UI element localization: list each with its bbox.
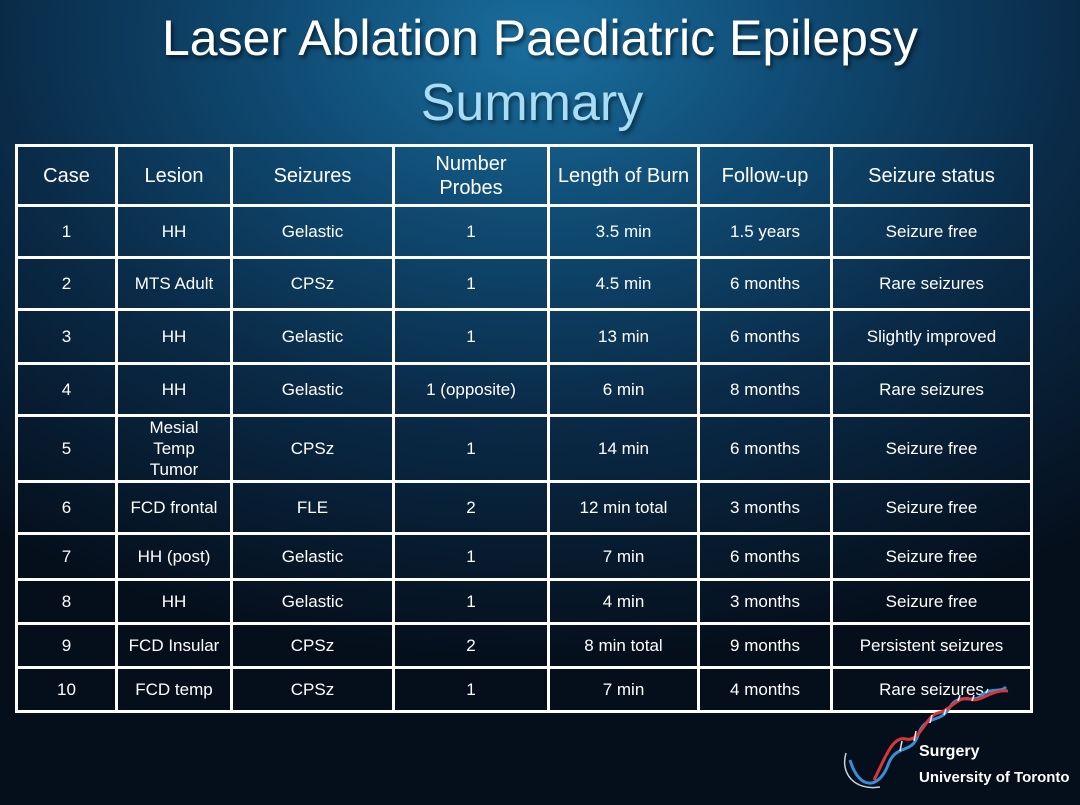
- cell-length-of-burn: 7 min: [547, 532, 700, 581]
- cell-follow-up: 4 months: [697, 666, 833, 713]
- table-row: 10 FCD temp CPSz 1 7 min 4 months Rare seizure…: [15, 666, 1033, 713]
- cell-lesion: HH: [115, 578, 233, 625]
- table-row: 2 MTS Adult CPSz 1 4.5 min 6 months Rare seizu…: [15, 256, 1033, 311]
- cell-case: 6: [15, 480, 118, 535]
- cell-number-probes: 1: [392, 308, 550, 365]
- cell-length-of-burn: 4.5 min: [547, 256, 700, 311]
- header-number-probes: Number Probes: [392, 144, 550, 207]
- cell-lesion: HH: [115, 362, 233, 417]
- cell-case: 9: [15, 622, 118, 669]
- cell-seizure-status: Rare seizures: [830, 666, 1033, 713]
- cell-case: 2: [15, 256, 118, 311]
- cell-seizures: CPSz: [230, 666, 395, 713]
- table-row: 7 HH (post) Gelastic 1 7 min 6 months Seizure …: [15, 532, 1033, 581]
- cell-lesion: HH: [115, 308, 233, 365]
- cell-number-probes: 1: [392, 666, 550, 713]
- slide-title: Laser Ablation Paediatric Epilepsy: [161, 10, 918, 66]
- table-row: 8 HH Gelastic 1 4 min 3 months Seizure free: [15, 578, 1033, 625]
- table-row: 9 FCD Insular CPSz 2 8 min total 9 months Pers…: [15, 622, 1033, 669]
- cell-seizure-status: Rare seizures: [830, 362, 1033, 417]
- header-seizure-status: Seizure status: [830, 144, 1033, 207]
- cell-number-probes: 2: [392, 480, 550, 535]
- cell-case: 3: [15, 308, 118, 365]
- cell-number-probes: 1: [392, 256, 550, 311]
- cell-seizure-status: Persistent seizures: [830, 622, 1033, 669]
- cell-follow-up: 6 months: [697, 414, 833, 483]
- header-lesion: Lesion: [115, 144, 233, 207]
- cell-length-of-burn: 4 min: [547, 578, 700, 625]
- cell-seizure-status: Seizure free: [830, 204, 1033, 259]
- cell-seizures: CPSz: [230, 414, 395, 483]
- cell-case: 1: [15, 204, 118, 259]
- cell-case: 7: [15, 532, 118, 581]
- cell-length-of-burn: 14 min: [547, 414, 700, 483]
- university-logo: Surgery University of Toronto: [840, 665, 1080, 805]
- header-length-of-burn: Length of Burn: [547, 144, 700, 207]
- cell-case: 5: [15, 414, 118, 483]
- slide-subtitle: Summary: [420, 74, 644, 132]
- cell-seizures: CPSz: [230, 622, 395, 669]
- cell-lesion: FCD Insular: [115, 622, 233, 669]
- table-row: 3 HH Gelastic 1 13 min 6 months Slightly impro…: [15, 308, 1033, 365]
- table-row: 1 HH Gelastic 1 3.5 min 1.5 years Seizure free: [15, 204, 1033, 259]
- cell-case: 10: [15, 666, 118, 713]
- cell-case: 8: [15, 578, 118, 625]
- cell-length-of-burn: 13 min: [547, 308, 700, 365]
- cell-seizure-status: Seizure free: [830, 480, 1033, 535]
- table-row: 6 FCD frontal FLE 2 12 min total 3 months Seiz…: [15, 480, 1033, 535]
- cell-length-of-burn: 8 min total: [547, 622, 700, 669]
- dna-helix-icon: [843, 685, 1009, 789]
- cell-number-probes: 2: [392, 622, 550, 669]
- table-row: 4 HH Gelastic 1 (opposite) 6 min 8 months Rare…: [15, 362, 1033, 417]
- cell-follow-up: 9 months: [697, 622, 833, 669]
- summary-table: Case Lesion Seizures Number Probes Lengt…: [15, 144, 1033, 713]
- cell-lesion: FCD temp: [115, 666, 233, 713]
- cell-seizure-status: Seizure free: [830, 578, 1033, 625]
- cell-lesion: HH (post): [115, 532, 233, 581]
- cell-follow-up: 6 months: [697, 308, 833, 365]
- table-row: 5 Mesial Temp Tumor CPSz 1 14 min 6 months Sei…: [15, 414, 1033, 483]
- cell-case: 4: [15, 362, 118, 417]
- cell-lesion: HH: [115, 204, 233, 259]
- cell-lesion: MTS Adult: [115, 256, 233, 311]
- cell-length-of-burn: 6 min: [547, 362, 700, 417]
- cell-seizure-status: Slightly improved: [830, 308, 1033, 365]
- cell-lesion: FCD frontal: [115, 480, 233, 535]
- cell-lesion: Mesial Temp Tumor: [115, 414, 233, 483]
- cell-follow-up: 6 months: [697, 256, 833, 311]
- cell-seizures: Gelastic: [230, 532, 395, 581]
- header-follow-up: Follow-up: [697, 144, 833, 207]
- cell-follow-up: 6 months: [697, 532, 833, 581]
- cell-seizures: Gelastic: [230, 578, 395, 625]
- cell-seizures: Gelastic: [230, 308, 395, 365]
- cell-seizure-status: Rare seizures: [830, 256, 1033, 311]
- cell-number-probes: 1: [392, 414, 550, 483]
- table-header-row: Case Lesion Seizures Number Probes Lengt…: [15, 144, 1033, 207]
- cell-number-probes: 1 (opposite): [392, 362, 550, 417]
- cell-follow-up: 1.5 years: [697, 204, 833, 259]
- cell-number-probes: 1: [392, 532, 550, 581]
- header-case: Case: [15, 144, 118, 207]
- cell-number-probes: 1: [392, 578, 550, 625]
- cell-seizures: Gelastic: [230, 362, 395, 417]
- cell-number-probes: 1: [392, 204, 550, 259]
- cell-seizures: FLE: [230, 480, 395, 535]
- cell-seizure-status: Seizure free: [830, 414, 1033, 483]
- cell-follow-up: 8 months: [697, 362, 833, 417]
- cell-length-of-burn: 7 min: [547, 666, 700, 713]
- header-seizures: Seizures: [230, 144, 395, 207]
- logo-surgery-label: Surgery: [919, 743, 980, 760]
- cell-seizures: Gelastic: [230, 204, 395, 259]
- cell-follow-up: 3 months: [697, 480, 833, 535]
- cell-seizure-status: Seizure free: [830, 532, 1033, 581]
- cell-seizures: CPSz: [230, 256, 395, 311]
- cell-follow-up: 3 months: [697, 578, 833, 625]
- cell-length-of-burn: 12 min total: [547, 480, 700, 535]
- logo-university-label: University of Toronto: [919, 769, 1070, 786]
- cell-length-of-burn: 3.5 min: [547, 204, 700, 259]
